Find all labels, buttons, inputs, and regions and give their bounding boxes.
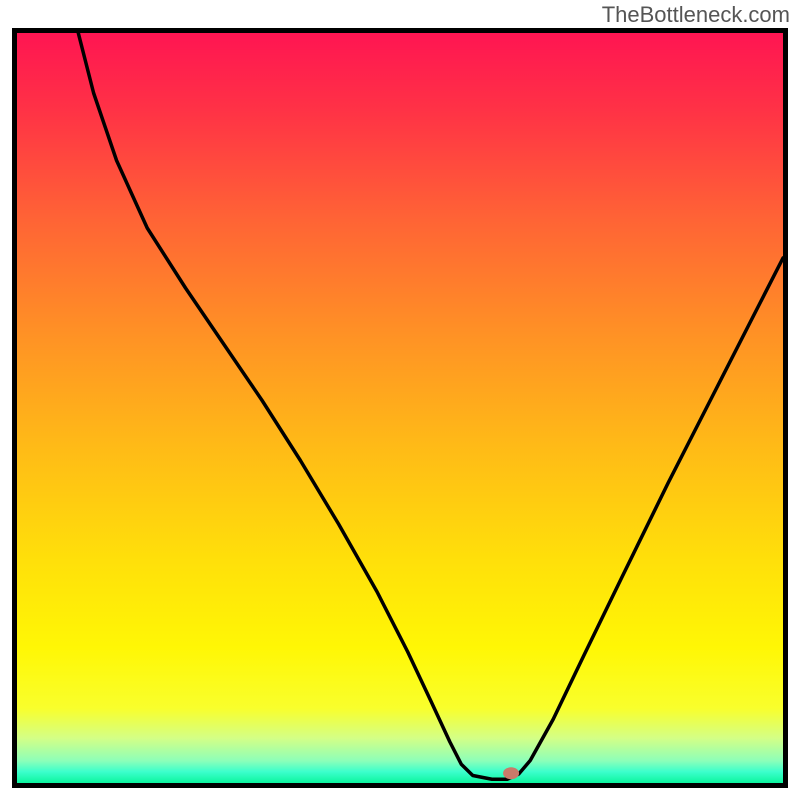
chart-container: TheBottleneck.com: [0, 0, 800, 800]
bottleneck-chart: [17, 33, 783, 783]
chart-plot-area: [17, 33, 783, 783]
chart-background: [17, 33, 783, 783]
chart-frame: [12, 28, 788, 788]
watermark-text: TheBottleneck.com: [602, 2, 790, 28]
optimal-point-marker: [503, 767, 519, 779]
